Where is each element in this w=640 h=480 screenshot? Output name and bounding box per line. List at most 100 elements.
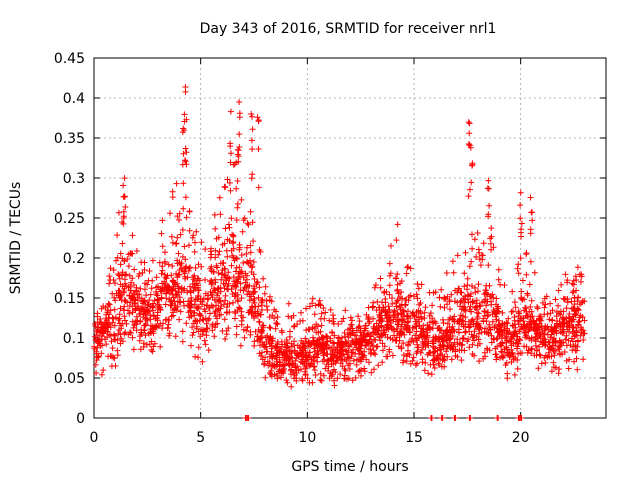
data-point [319, 358, 326, 365]
data-point [234, 204, 241, 211]
data-point [316, 343, 323, 350]
data-point [550, 348, 557, 354]
data-point [536, 313, 543, 320]
data-point [466, 344, 473, 351]
data-point [255, 184, 262, 191]
data-point [543, 293, 550, 300]
data-point [577, 301, 583, 308]
data-point [349, 338, 356, 345]
data-point [212, 225, 219, 232]
data-point [386, 317, 393, 324]
data-point [467, 144, 474, 151]
data-point [164, 325, 171, 332]
data-point [390, 316, 397, 323]
data-point [123, 282, 129, 289]
data-point [381, 343, 388, 350]
data-point [225, 269, 232, 276]
data-point [159, 217, 166, 224]
data-point [140, 311, 147, 318]
data-point [509, 288, 516, 295]
data-point [238, 268, 245, 275]
data-point [475, 310, 482, 317]
data-point [127, 330, 134, 336]
data-point [111, 322, 118, 329]
data-point [134, 291, 141, 298]
data-point [233, 159, 240, 166]
data-point [195, 287, 202, 294]
data-point [370, 315, 377, 322]
data-point [488, 332, 495, 339]
data-point [163, 275, 170, 282]
data-point [534, 347, 540, 353]
data-point [273, 308, 279, 315]
data-point [403, 270, 410, 277]
data-point [223, 331, 230, 338]
data-point [514, 333, 521, 340]
data-point [188, 288, 194, 295]
data-point [469, 160, 476, 167]
data-point [487, 240, 494, 247]
data-point [205, 347, 212, 354]
data-point [228, 262, 235, 269]
data-point [177, 231, 184, 238]
data-point [508, 350, 515, 357]
data-point [147, 291, 154, 298]
data-point [192, 239, 198, 246]
data-point [183, 149, 190, 156]
data-point [292, 357, 299, 364]
data-point [129, 334, 136, 341]
data-point [527, 303, 534, 310]
data-point [534, 303, 541, 310]
data-point [199, 331, 206, 338]
data-point [561, 319, 568, 326]
data-point [469, 231, 475, 238]
data-point [122, 298, 129, 305]
data-point [536, 343, 543, 350]
data-point [462, 308, 469, 314]
data-point [295, 353, 302, 360]
data-point [246, 291, 253, 298]
data-point [566, 311, 573, 317]
data-point [199, 316, 206, 323]
data-point [435, 355, 442, 362]
data-point [516, 328, 523, 335]
data-point [251, 276, 258, 282]
data-point [426, 312, 433, 319]
data-point [213, 302, 220, 309]
data-point [457, 303, 463, 310]
data-point [465, 193, 472, 200]
data-point [371, 366, 377, 373]
data-point [480, 240, 487, 247]
data-point [537, 316, 544, 323]
data-point [149, 328, 156, 335]
data-point [235, 298, 241, 305]
data-point [368, 369, 375, 376]
data-point [485, 213, 492, 220]
data-point [437, 303, 444, 310]
data-point [397, 294, 403, 300]
data-point [501, 282, 508, 289]
data-point [444, 353, 451, 360]
data-point [266, 360, 273, 366]
data-point [557, 311, 564, 318]
data-point [393, 303, 400, 310]
data-point [413, 291, 420, 298]
data-point [252, 328, 259, 335]
data-point [344, 351, 351, 358]
data-point [160, 320, 166, 327]
data-point [446, 316, 453, 323]
data-point [550, 328, 557, 335]
data-point [541, 331, 548, 338]
data-point [394, 281, 401, 288]
data-point [412, 362, 419, 369]
data-point [249, 219, 256, 226]
data-point [222, 336, 229, 342]
data-point [511, 314, 518, 320]
data-point [159, 263, 166, 270]
data-point [424, 326, 431, 333]
data-point [372, 282, 379, 288]
data-point [195, 275, 202, 282]
data-point [522, 305, 529, 312]
data-point [192, 285, 199, 292]
data-point [278, 343, 285, 350]
